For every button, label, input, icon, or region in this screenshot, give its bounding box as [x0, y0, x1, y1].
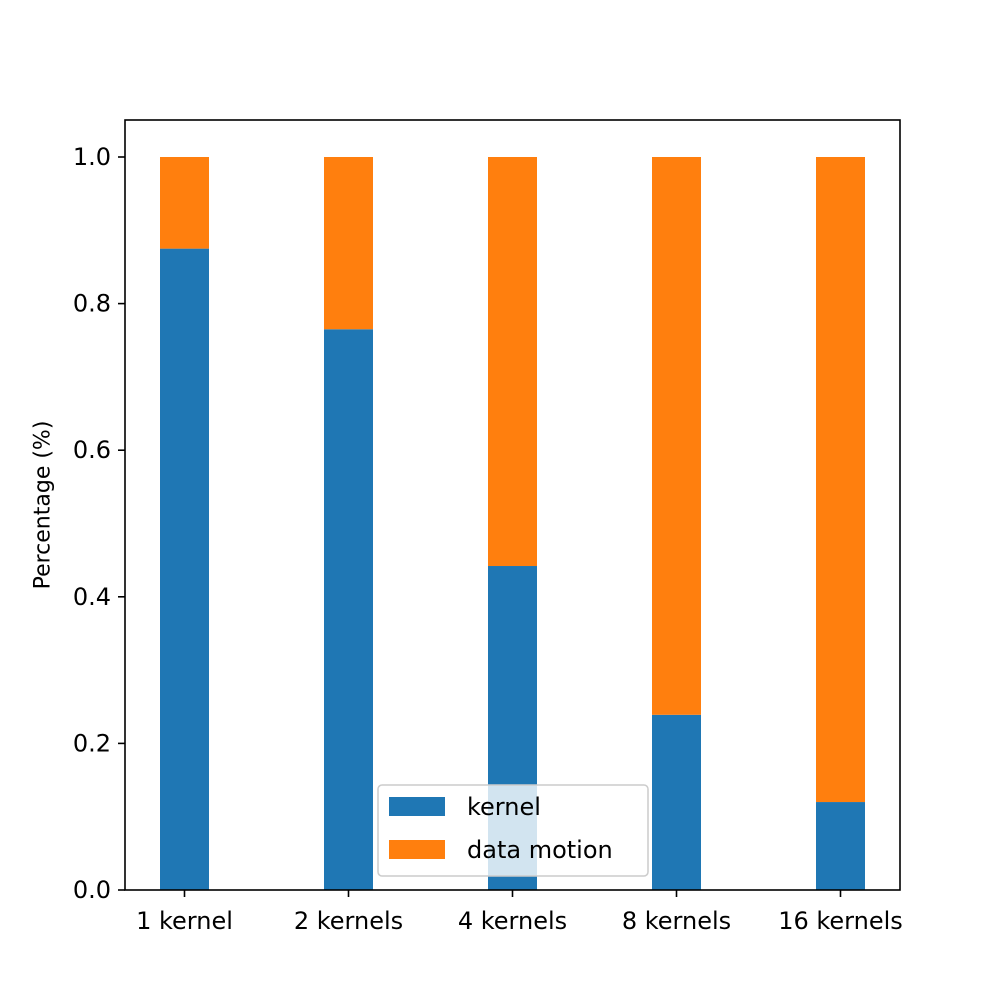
bar-data-motion-4-kernels: [488, 157, 537, 567]
legend-swatch-kernel: [389, 797, 445, 816]
x-tick-label-16-kernels: 16 kernels: [778, 907, 903, 935]
bar-kernel-16-kernels: [816, 802, 865, 890]
y-tick-label: 0.2: [73, 729, 111, 757]
y-tick-label: 0.4: [73, 583, 111, 611]
legend-swatch-data-motion: [389, 840, 445, 859]
legend-label-kernel: kernel: [467, 793, 541, 821]
x-tick-label-8-kernels: 8 kernels: [622, 907, 731, 935]
bar-data-motion-8-kernels: [652, 157, 701, 715]
bar-kernel-8-kernels: [652, 714, 701, 890]
bar-data-motion-1-kernel: [160, 157, 209, 249]
bars-group: [160, 157, 865, 890]
y-axis: 0.0 0.2 0.4 0.6 0.8 1.0: [73, 143, 125, 904]
bar-data-motion-16-kernels: [816, 157, 865, 803]
legend: kernel data motion: [377, 784, 649, 877]
legend-box: [377, 784, 649, 877]
x-tick-label-1-kernel: 1 kernel: [136, 907, 233, 935]
y-tick-label: 0.0: [73, 876, 111, 904]
x-tick-label-4-kernels: 4 kernels: [458, 907, 567, 935]
x-tick-label-2-kernels: 2 kernels: [294, 907, 403, 935]
y-axis-label: Percentage (%): [31, 421, 56, 590]
x-axis: 1 kernel 2 kernels 4 kernels 8 kernels 16 ke…: [136, 890, 903, 935]
legend-label-data-motion: data motion: [467, 836, 613, 864]
bar-kernel-2-kernels: [324, 329, 373, 890]
y-tick-label: 1.0: [73, 143, 111, 171]
bar-kernel-1-kernel: [160, 248, 209, 890]
y-tick-label: 0.6: [73, 436, 111, 464]
bar-data-motion-2-kernels: [324, 157, 373, 330]
y-tick-label: 0.8: [73, 290, 111, 318]
